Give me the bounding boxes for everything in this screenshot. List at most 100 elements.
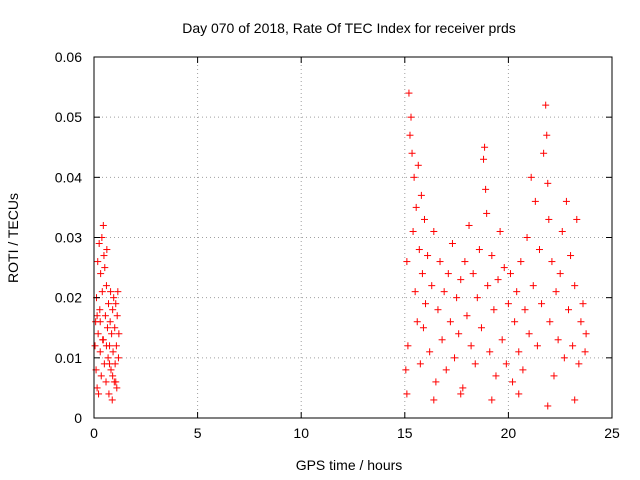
data-point — [500, 264, 508, 272]
data-point — [424, 252, 432, 260]
data-point — [461, 258, 469, 266]
data-point — [403, 390, 411, 398]
data-point — [102, 378, 110, 386]
x-tick-label: 10 — [293, 425, 309, 441]
data-point — [415, 246, 423, 254]
data-point — [562, 197, 570, 205]
data-point — [438, 336, 446, 344]
chart-title: Day 070 of 2018, Rate Of TEC Index for r… — [182, 20, 516, 36]
data-point — [494, 276, 502, 284]
data-point — [406, 131, 414, 139]
data-point — [114, 354, 122, 362]
data-point — [407, 113, 415, 121]
data-point — [115, 330, 123, 338]
data-point — [113, 312, 121, 320]
data-point — [451, 354, 459, 362]
data-point — [480, 155, 488, 163]
data-point — [112, 300, 120, 308]
data-point — [457, 276, 465, 284]
data-point — [573, 215, 581, 223]
data-point — [102, 282, 110, 290]
x-tick-label: 20 — [501, 425, 517, 441]
data-point — [105, 300, 113, 308]
data-point — [575, 360, 583, 368]
data-point — [473, 294, 481, 302]
data-point — [513, 288, 521, 296]
data-point — [105, 390, 113, 398]
data-point — [564, 306, 572, 314]
data-point — [582, 330, 590, 338]
data-point — [103, 324, 111, 332]
y-tick-label: 0.04 — [55, 169, 82, 185]
data-point — [579, 300, 587, 308]
data-point — [410, 173, 418, 181]
data-point — [104, 354, 112, 362]
axis-ticks: 0 5 10 15 20 25 0 0.01 0.02 0.03 0.04 0.05 0.06 — [55, 49, 620, 441]
data-point — [110, 294, 118, 302]
data-point — [504, 300, 512, 308]
y-tick-label: 0.02 — [55, 290, 82, 306]
data-point — [111, 324, 119, 332]
data-point — [95, 390, 103, 398]
data-point — [112, 342, 120, 350]
data-point — [540, 149, 548, 157]
data-point — [422, 300, 430, 308]
data-point — [469, 270, 477, 278]
data-point — [411, 288, 419, 296]
data-point — [525, 330, 533, 338]
data-point — [95, 240, 103, 248]
data-point — [560, 354, 568, 362]
data-point — [581, 348, 589, 356]
data-point — [418, 270, 426, 278]
data-point — [506, 270, 514, 278]
data-point — [492, 372, 500, 380]
data-point — [402, 366, 410, 374]
data-point — [496, 227, 504, 235]
data-point — [101, 264, 109, 272]
data-point — [533, 342, 541, 350]
data-point — [511, 318, 519, 326]
data-point — [420, 215, 428, 223]
data-point — [107, 288, 115, 296]
data-point — [569, 342, 577, 350]
data-point — [453, 294, 461, 302]
data-point — [502, 360, 510, 368]
data-point — [567, 252, 575, 260]
data-point — [404, 342, 412, 350]
data-point — [577, 318, 585, 326]
data-point — [96, 348, 104, 356]
data-point — [571, 396, 579, 404]
x-tick-label: 0 — [90, 425, 98, 441]
data-point — [409, 227, 417, 235]
data-point — [545, 215, 553, 223]
data-point — [475, 246, 483, 254]
data-point — [467, 342, 475, 350]
data-point — [471, 360, 479, 368]
data-point — [442, 366, 450, 374]
data-point — [98, 288, 106, 296]
y-tick-label: 0.01 — [55, 350, 82, 366]
data-point — [102, 342, 110, 350]
data-point — [481, 143, 489, 151]
data-point — [498, 336, 506, 344]
data-point — [106, 360, 114, 368]
data-point — [531, 197, 539, 205]
y-tick-label: 0.03 — [55, 230, 82, 246]
data-point — [412, 203, 420, 211]
data-point — [96, 318, 104, 326]
y-tick-label: 0.06 — [55, 49, 82, 65]
data-point — [101, 312, 109, 320]
data-point — [515, 390, 523, 398]
data-point — [571, 282, 579, 290]
data-point — [94, 330, 102, 338]
data-point — [436, 258, 444, 266]
data-point — [509, 378, 517, 386]
data-point — [430, 396, 438, 404]
y-tick-label: 0.05 — [55, 109, 82, 125]
data-point — [440, 288, 448, 296]
data-point — [430, 227, 438, 235]
data-point — [529, 282, 537, 290]
x-tick-label: 5 — [194, 425, 202, 441]
data-point — [446, 318, 454, 326]
